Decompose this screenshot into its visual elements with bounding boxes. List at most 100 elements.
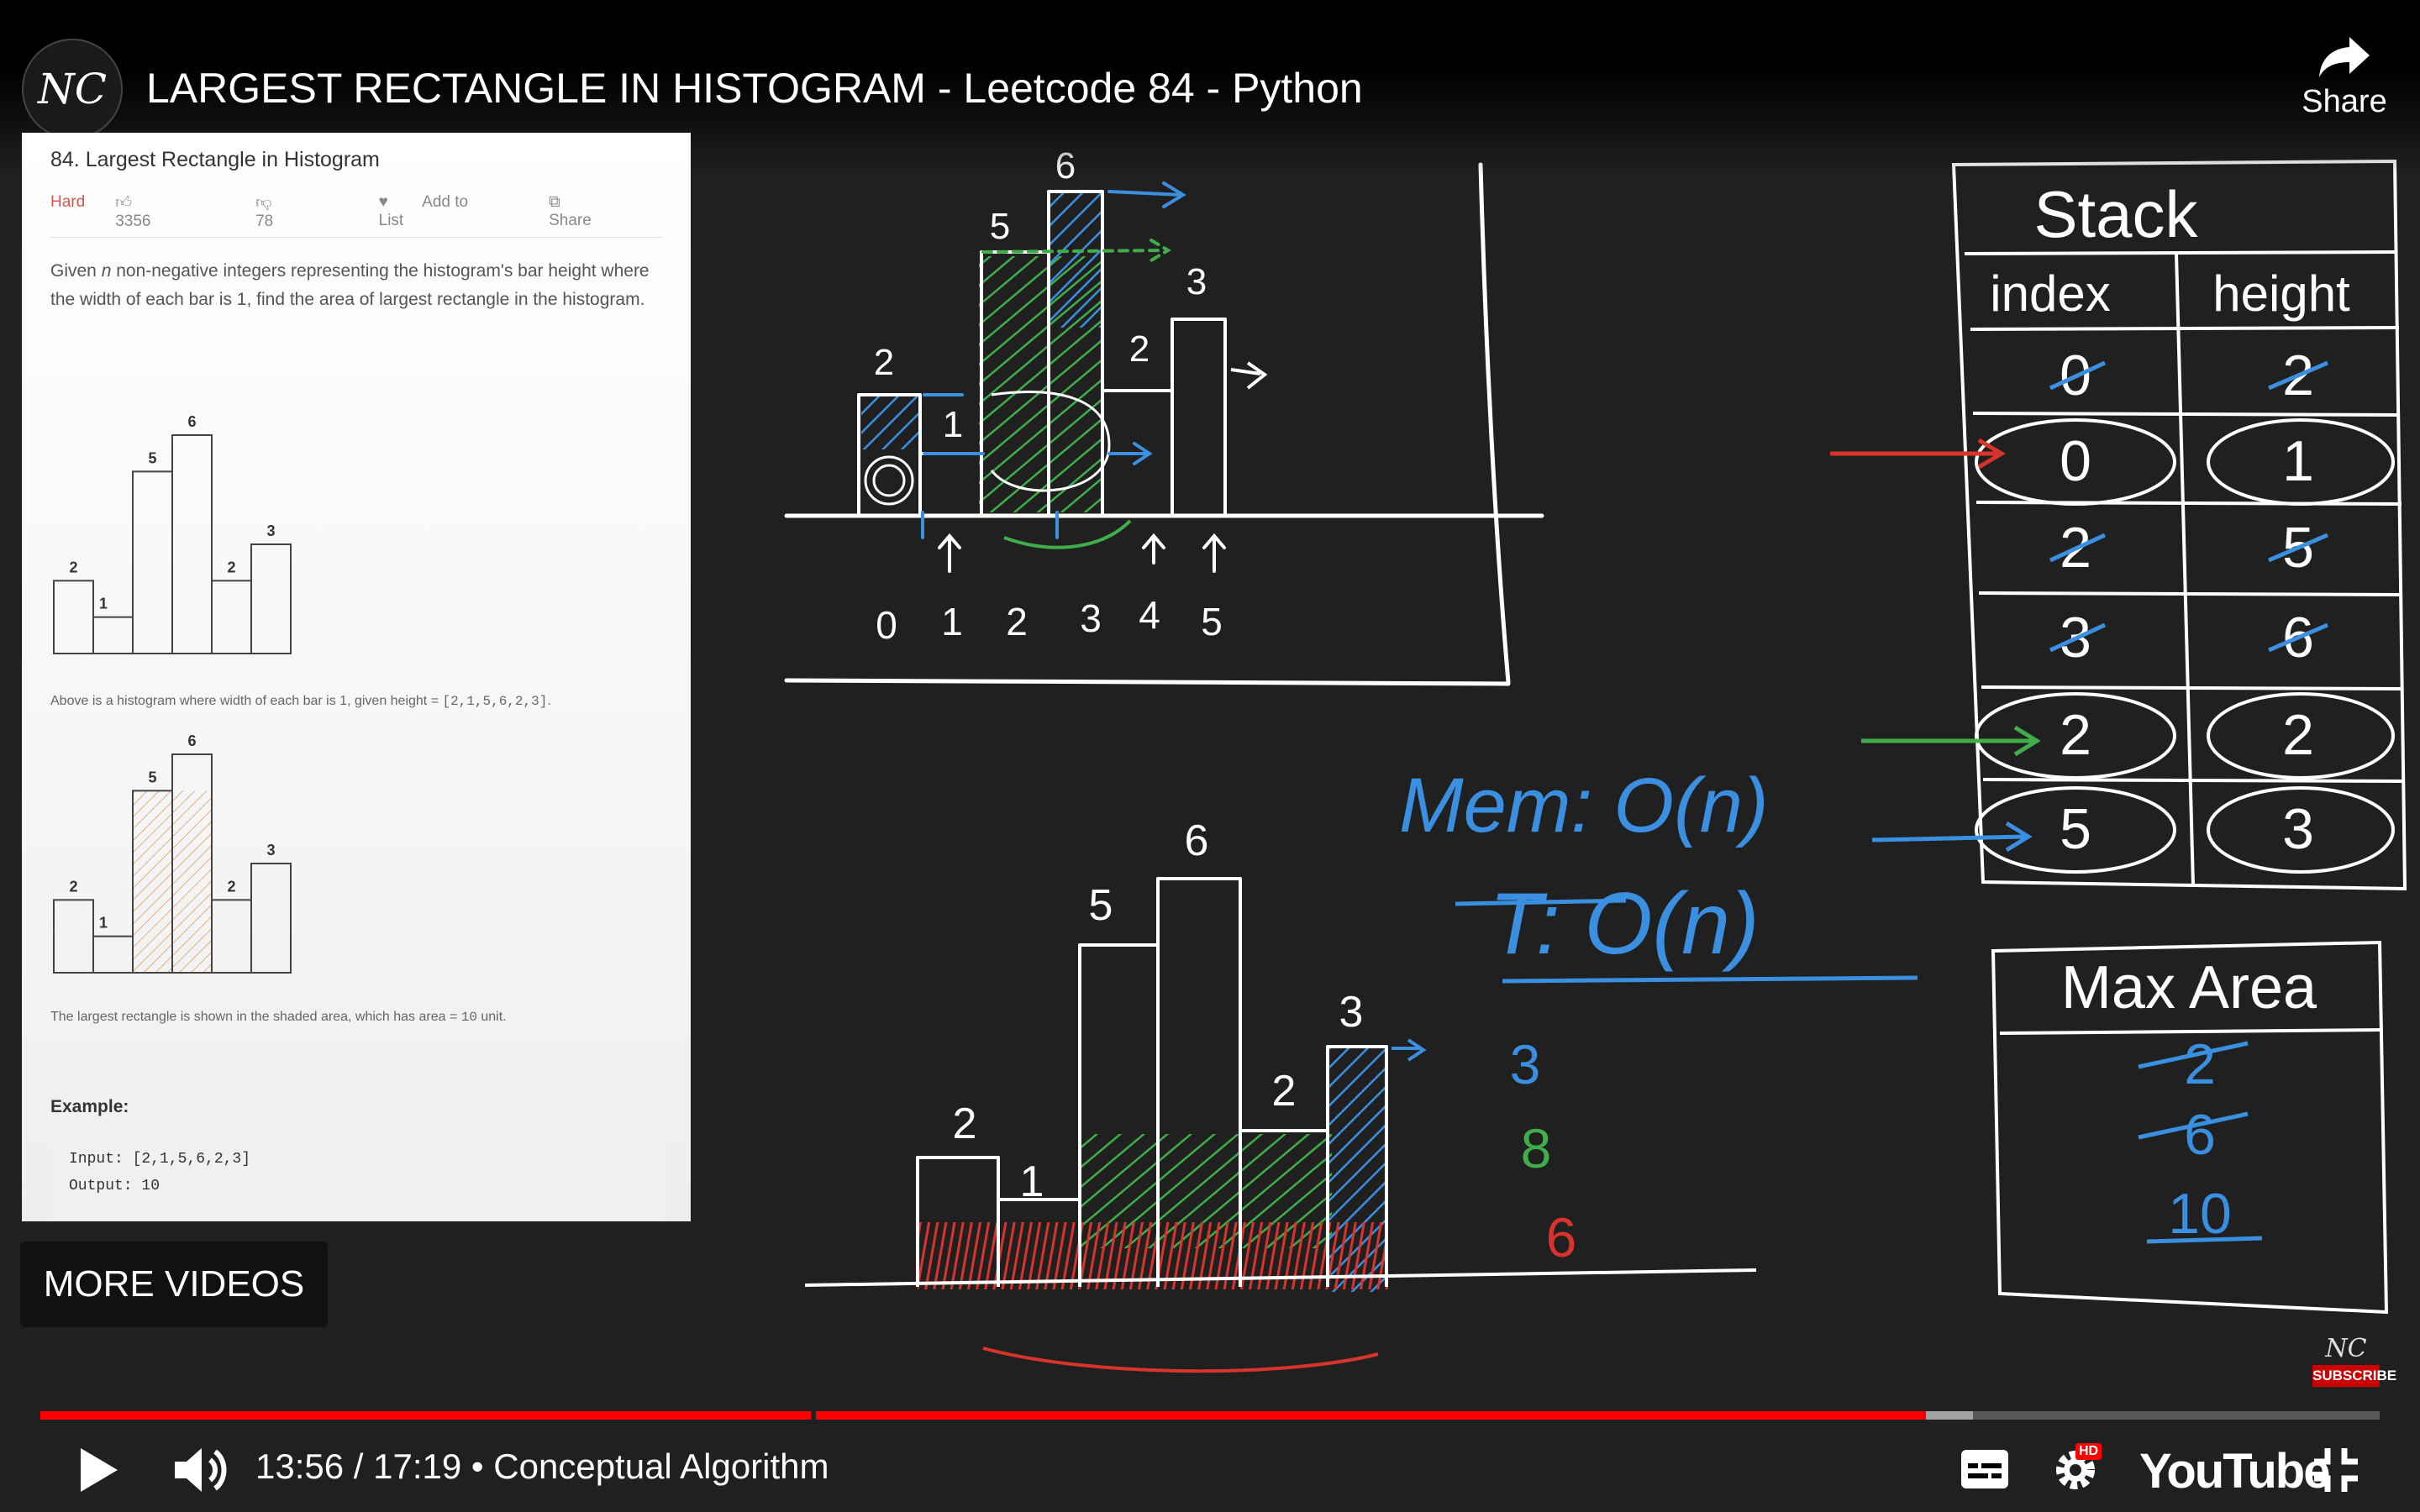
bottom-bar-label-3: 6: [1185, 816, 1209, 865]
share-label: Share: [2302, 84, 2387, 119]
max-area-value: 2: [2184, 1032, 2216, 1096]
like-count: 3356: [115, 213, 151, 230]
stack-row-height: 2: [2282, 703, 2314, 767]
histogram-bar-label: 2: [227, 878, 235, 895]
histogram-bar-label: 5: [148, 769, 156, 785]
histogram-bar-label: 2: [227, 559, 235, 575]
player-controls: 13:56 / 17:19 • Conceptual Algorithm HD …: [0, 1428, 2420, 1512]
bottom-bar-label-0: 2: [953, 1100, 977, 1148]
top-index-5: 5: [1201, 600, 1223, 643]
circle-mark: [2207, 692, 2395, 780]
add-to-list-button[interactable]: ♥ Add to List: [379, 193, 518, 231]
youtube-logo[interactable]: YouTube: [2139, 1444, 2330, 1499]
stack-row-index: 5: [2060, 797, 2091, 861]
histogram-bar: [171, 434, 213, 654]
histogram-figure: 2 1 5 6 2 3: [53, 413, 292, 655]
total-time: 17:19: [373, 1446, 462, 1486]
top-index-4: 4: [1139, 593, 1160, 637]
histogram-bar-label: 6: [187, 413, 196, 430]
stack-header-index: index: [1990, 265, 2110, 322]
strike-mark: [2138, 1111, 2249, 1140]
more-videos-button[interactable]: MORE VIDEOS: [20, 1242, 328, 1327]
histogram-bar-label: 3: [266, 842, 275, 858]
histogram-caption: Above is a histogram where width of each…: [50, 694, 551, 709]
top-index-2: 2: [1006, 600, 1028, 643]
problem-title: 84. Largest Rectangle in Histogram: [50, 148, 380, 171]
example-output: Output: 10: [69, 1178, 160, 1194]
example-input: Input: [2,1,5,6,2,3]: [69, 1151, 251, 1168]
memory-complexity: Mem: O(n): [1399, 763, 1769, 848]
like-button[interactable]: 👍︎ 3356: [115, 193, 225, 231]
current-time: 13:56: [255, 1446, 345, 1486]
shaded-area: [172, 790, 212, 973]
dislike-count: 78: [255, 213, 274, 230]
area-value-2: 6: [1546, 1206, 1577, 1268]
hd-badge: HD: [2075, 1443, 2102, 1460]
histogram-bar: [211, 580, 252, 654]
stack-row-index: 2: [2060, 703, 2091, 767]
progress-bar[interactable]: [40, 1411, 2380, 1420]
volume-icon[interactable]: [171, 1445, 230, 1495]
video-title[interactable]: LARGEST RECTANGLE IN HISTOGRAM - Leetcod…: [146, 65, 1363, 112]
share-button[interactable]: Share: [2286, 34, 2403, 120]
heart-icon: ♥: [378, 193, 388, 211]
bottom-bar-label-1: 1: [1020, 1158, 1044, 1206]
max-area-table: Max Area 2 6 10: [1991, 940, 2389, 1315]
problem-share-label: Share: [549, 212, 592, 229]
top-bar-label-4: 2: [1129, 328, 1150, 370]
problem-meta: Hard 👍︎ 3356 👎︎ 78 ♥ Add to List ⧉ Share: [50, 193, 691, 231]
bottom-bar-label-5: 3: [1339, 988, 1364, 1037]
histogram-bar: [250, 863, 292, 974]
chapter-title[interactable]: Conceptual Algorithm: [493, 1446, 829, 1486]
max-area-value: 10: [2168, 1182, 2232, 1246]
histogram-bar: [53, 580, 94, 654]
example-heading: Example:: [50, 1097, 129, 1116]
add-to-list-label: Add to List: [378, 193, 469, 229]
circle-mark: [1975, 786, 2176, 874]
stack-table: Stack index height 0 20 12 53 62 25 3: [1830, 159, 2407, 891]
histogram-bar: [132, 470, 173, 655]
subtitles-icon[interactable]: [1960, 1448, 2010, 1490]
strike-mark: [2049, 360, 2107, 391]
share-icon: [2319, 37, 2370, 77]
top-bar-label-0: 2: [874, 342, 894, 383]
top-index-1: 1: [941, 600, 963, 643]
channel-avatar[interactable]: NC: [22, 39, 123, 139]
thumbs-down-icon: 👎︎: [255, 194, 272, 212]
divider: [50, 237, 662, 238]
time-display: 13:56 / 17:19 • Conceptual Algorithm: [255, 1446, 829, 1486]
chapter-marker: [811, 1411, 816, 1420]
stack-header-height: height: [2212, 265, 2350, 322]
stack-title: Stack: [2033, 177, 2198, 251]
settings-button[interactable]: HD: [2050, 1443, 2106, 1495]
histogram-bar: [250, 543, 292, 654]
strike-mark: [2049, 622, 2107, 653]
dislike-button[interactable]: 👎︎ 78: [255, 193, 349, 231]
play-icon[interactable]: [77, 1446, 121, 1494]
histogram-bar-label: 6: [187, 732, 196, 749]
histogram-bar: [92, 616, 134, 654]
subscribe-logo: NC: [2325, 1334, 2367, 1363]
histogram-bar-label: 5: [148, 449, 156, 466]
histogram-bar-label: 2: [69, 878, 77, 895]
problem-share-button[interactable]: ⧉ Share: [549, 193, 660, 231]
bottom-bar-label-2: 5: [1089, 881, 1113, 930]
fullscreen-exit-icon[interactable]: [2312, 1446, 2360, 1494]
histogram-bar-label: 1: [99, 915, 108, 932]
histogram-bar: [171, 753, 213, 974]
difficulty-badge: Hard: [50, 193, 86, 211]
shaded-caption: The largest rectangle is shown in the sh…: [50, 1010, 507, 1025]
top-histogram: 2 1 5 6 2 3 0 1 2 3 4 5: [857, 145, 1268, 647]
problem-description: Given n non-negative integers representi…: [50, 261, 650, 309]
max-area-title: Max Area: [2061, 954, 2317, 1021]
histogram-bar: [211, 899, 252, 974]
problem-panel: 84. Largest Rectangle in Histogram Hard …: [22, 133, 691, 1221]
stack-row-index: 0: [2060, 429, 2091, 493]
underline-mark: [2146, 1236, 2263, 1244]
example-code: Input: [2,1,5,6,2,3] Output: 10: [50, 1137, 664, 1221]
top-bar-label-1: 1: [943, 404, 963, 445]
subscribe-badge[interactable]: NC SUBSCRIBE: [2312, 1334, 2396, 1387]
histogram-shaded-figure: 2 1 5 6 2 3: [53, 732, 292, 974]
